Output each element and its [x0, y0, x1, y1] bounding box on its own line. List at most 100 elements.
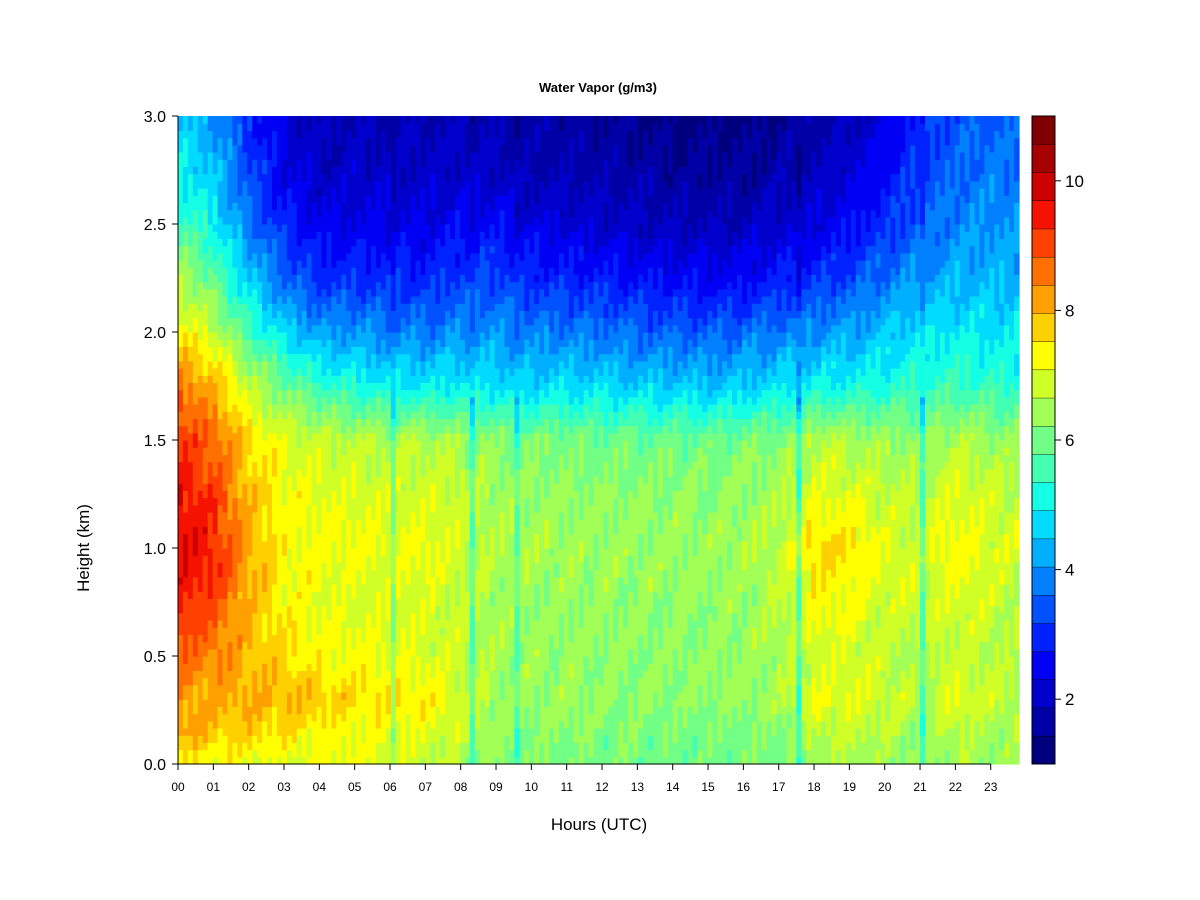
heatmap-cell — [227, 519, 234, 527]
heatmap-cell — [356, 252, 362, 261]
heatmap-cell — [197, 389, 204, 398]
heatmap-cell — [202, 332, 209, 340]
heatmap-cell — [395, 382, 402, 391]
heatmap-cell — [316, 497, 323, 506]
heatmap-cell — [286, 404, 293, 412]
heatmap-cell — [271, 735, 278, 743]
heatmap-cell — [445, 267, 451, 275]
heatmap-cell — [375, 159, 382, 167]
heatmap-cell — [370, 202, 377, 211]
heatmap-cell — [375, 706, 382, 715]
heatmap-cell — [385, 548, 392, 556]
heatmap-cell — [336, 404, 342, 412]
heatmap-cell — [197, 260, 204, 268]
heatmap-cell — [410, 620, 417, 628]
heatmap-cell — [247, 677, 253, 686]
heatmap-cell — [445, 735, 451, 743]
heatmap-cell — [445, 555, 451, 563]
heatmap-cell — [187, 411, 194, 419]
heatmap-cell — [331, 483, 337, 491]
heatmap-cell — [336, 137, 342, 146]
heatmap-cell — [351, 288, 357, 297]
heatmap-cell — [400, 620, 407, 628]
heatmap-cell — [365, 656, 372, 664]
heatmap-cell — [187, 152, 194, 160]
heatmap-cell — [178, 634, 184, 643]
heatmap-cell — [375, 591, 382, 599]
heatmap-cell — [370, 454, 377, 463]
heatmap-cell — [321, 353, 328, 362]
heatmap-cell — [237, 519, 243, 527]
heatmap-cell — [395, 404, 402, 412]
heatmap-cell — [296, 317, 303, 326]
heatmap-cell — [370, 404, 377, 412]
heatmap-cell — [187, 548, 194, 556]
heatmap-cell — [405, 612, 412, 621]
heatmap-cell — [420, 180, 426, 189]
heatmap-cell — [346, 684, 352, 693]
heatmap-cell — [281, 303, 288, 311]
heatmap-cell — [375, 454, 382, 463]
heatmap-cell — [341, 504, 347, 513]
heatmap-cell — [341, 677, 347, 686]
heatmap-cell — [217, 389, 224, 398]
heatmap-cell — [291, 713, 298, 722]
heatmap-cell — [316, 231, 323, 239]
heatmap-cell — [202, 195, 209, 203]
heatmap-cell — [242, 540, 248, 549]
heatmap-cell — [296, 540, 303, 549]
heatmap-cell — [356, 483, 362, 491]
heatmap-cell — [450, 634, 456, 643]
heatmap-cell — [321, 404, 328, 412]
heatmap-cell — [232, 670, 238, 679]
heatmap-cell — [351, 641, 357, 650]
heatmap-cell — [222, 670, 229, 679]
heatmap-cell — [385, 152, 392, 160]
heatmap-cell — [430, 440, 436, 448]
heatmap-cell — [321, 576, 328, 585]
heatmap-cell — [395, 533, 402, 542]
heatmap-cell — [237, 188, 243, 196]
heatmap-cell — [336, 389, 342, 398]
heatmap-cell — [207, 476, 214, 484]
heatmap-cell — [262, 418, 268, 427]
heatmap-cell — [400, 648, 407, 657]
heatmap-cell — [326, 627, 332, 635]
heatmap-cell — [311, 224, 318, 232]
heatmap-cell — [267, 670, 273, 679]
heatmap-cell — [222, 296, 229, 304]
heatmap-cell — [212, 195, 219, 203]
heatmap-cell — [425, 152, 431, 160]
heatmap-cell — [197, 317, 204, 326]
heatmap-cell — [232, 656, 238, 664]
heatmap-cell — [400, 677, 407, 686]
heatmap-cell — [326, 411, 332, 419]
heatmap-cell — [212, 634, 219, 643]
heatmap-cell — [207, 519, 214, 527]
heatmap-cell — [192, 735, 199, 743]
heatmap-cell — [375, 173, 382, 182]
heatmap-cell — [351, 231, 357, 239]
heatmap-cell — [341, 252, 347, 261]
heatmap-cell — [217, 598, 224, 607]
heatmap-cell — [331, 396, 337, 405]
heatmap-cell — [262, 245, 268, 254]
heatmap-cell — [217, 562, 224, 571]
heatmap-cell — [331, 706, 337, 715]
heatmap-cell — [207, 461, 214, 470]
heatmap-cell — [232, 468, 238, 477]
heatmap-cell — [276, 605, 283, 614]
heatmap-cell — [326, 612, 332, 621]
heatmap-cell — [425, 720, 431, 729]
heatmap-cell — [346, 310, 352, 319]
heatmap-cell — [356, 389, 362, 398]
heatmap-cell — [321, 238, 328, 247]
heatmap-cell — [286, 713, 293, 722]
heatmap-cell — [286, 332, 293, 340]
heatmap-cell — [212, 123, 219, 131]
heatmap-cell — [242, 231, 248, 239]
heatmap-cell — [336, 692, 342, 700]
heatmap-cell — [425, 245, 431, 254]
heatmap-cell — [440, 756, 446, 765]
heatmap-cell — [281, 260, 288, 268]
